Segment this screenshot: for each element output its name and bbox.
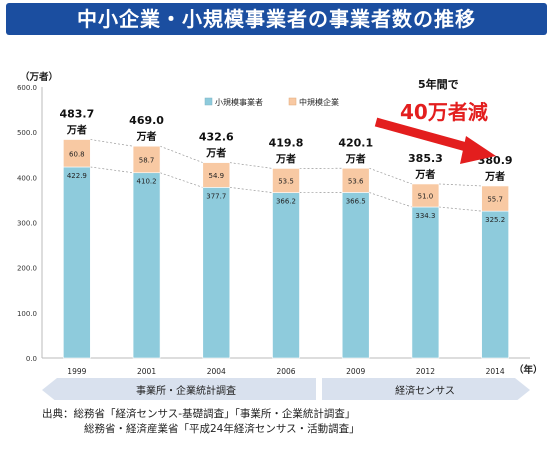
y-axis-unit-label: （万者）	[20, 71, 58, 83]
x-tick-label: 2009	[346, 367, 365, 376]
data-label-small: 334.3	[415, 212, 435, 220]
y-tick-label: 200.0	[17, 265, 37, 273]
y-tick-label: 400.0	[17, 174, 37, 182]
y-tick-label: 600.0	[17, 84, 37, 92]
data-label-small: 366.5	[346, 197, 366, 205]
period-band-2	[322, 378, 530, 400]
bar-medium-2012	[411, 183, 440, 208]
data-label-medium: 55.7	[487, 196, 503, 204]
x-tick-label: 2012	[416, 367, 435, 376]
source-line-1: 出典：総務省「経済センサス-基礎調査」「事業所・企業統計調査」	[42, 408, 356, 420]
data-label-medium: 54.9	[208, 172, 224, 180]
total-unit-label: 万者	[275, 152, 296, 165]
stacked-bar-chart: 0.0 100.0 200.0 300.0 400.0 500.0 600.0（万者） （年）…	[17, 71, 543, 400]
total-unit-label: 万者	[484, 170, 505, 183]
total-label: 432.6	[199, 131, 234, 144]
bar-small-2014	[481, 210, 509, 359]
data-label-small: 325.2	[485, 216, 505, 224]
page-title: 中小企業・小規模事業者の事業者数の推移	[6, 3, 547, 35]
connector-line-top	[229, 162, 273, 169]
bar-medium-2004	[202, 162, 231, 188]
bar-small-1999	[63, 166, 91, 359]
bar-small-2004	[202, 187, 231, 359]
data-label-medium: 53.5	[278, 178, 294, 186]
legend-swatch-medium	[288, 97, 297, 106]
x-tick-label: 2014	[486, 367, 505, 376]
data-label-medium: 60.8	[69, 150, 85, 158]
data-label-small: 410.2	[137, 178, 157, 186]
bar-medium-1999	[63, 139, 91, 168]
bar-small-2006	[272, 192, 300, 359]
source-note: 出典：総務省「経済センサス-基礎調査」「事業所・企業統計調査」 総務省・経済産業…	[42, 407, 360, 437]
total-label: 385.3	[408, 152, 443, 165]
legend-swatch-small	[204, 97, 213, 106]
total-label: 469.0	[129, 114, 164, 127]
data-label-medium: 53.6	[348, 177, 364, 185]
connector-line-top	[369, 167, 413, 185]
x-tick-label: 2006	[276, 367, 295, 376]
period-band-1	[42, 378, 316, 400]
connector-line-mid	[438, 206, 482, 212]
decrease-arrow-icon	[460, 136, 496, 164]
annotation-line-1: 5年間で	[418, 77, 459, 91]
y-tick-label: 500.0	[17, 129, 37, 137]
data-label-small: 422.9	[67, 172, 87, 180]
period-label-1: 事業所・企業統計調査	[136, 384, 236, 397]
legend-label-medium: 中規模企業	[299, 97, 339, 107]
data-label-medium: 58.7	[139, 156, 155, 164]
bar-medium-2014	[481, 185, 509, 212]
data-label-medium: 51.0	[418, 192, 434, 200]
connector-line-mid	[159, 172, 203, 188]
connector-line-mid	[229, 187, 273, 193]
total-label: 483.7	[59, 108, 94, 121]
x-axis-unit-label: （年）	[514, 364, 543, 376]
decrease-arrow-shaft	[374, 117, 472, 153]
y-tick-label: 0.0	[26, 355, 37, 363]
x-tick-label: 1999	[67, 367, 86, 376]
y-tick-label: 300.0	[17, 220, 37, 228]
connector-line-top	[438, 183, 482, 187]
x-tick-label: 2004	[207, 367, 226, 376]
total-label: 420.1	[338, 136, 373, 149]
bar-medium-2001	[132, 145, 161, 174]
legend-label-small: 小規模事業者	[215, 97, 263, 107]
connector-line-mid	[369, 192, 413, 208]
total-label: 419.8	[269, 136, 304, 149]
bar-small-2001	[132, 172, 161, 359]
data-label-small: 377.7	[206, 192, 226, 200]
connector-line-top	[159, 145, 203, 163]
annotation-line-2: 40万者減	[400, 100, 488, 124]
period-label-2: 経済センサス	[395, 384, 455, 397]
total-unit-label: 万者	[414, 168, 435, 181]
bar-medium-2006	[272, 168, 300, 193]
total-unit-label: 万者	[205, 147, 226, 160]
bar-medium-2009	[341, 167, 370, 193]
total-unit-label: 万者	[136, 130, 157, 143]
x-tick-label: 2001	[137, 367, 156, 376]
data-label-small: 366.2	[276, 198, 296, 206]
y-tick-label: 100.0	[17, 310, 37, 318]
bar-small-2009	[341, 192, 370, 359]
connector-line-top	[90, 139, 134, 147]
bar-small-2012	[411, 206, 440, 359]
connector-line-mid	[90, 166, 134, 174]
total-unit-label: 万者	[345, 152, 366, 165]
source-line-2: 総務省・経済産業省「平成24年経済センサス・活動調査」	[84, 423, 360, 435]
total-unit-label: 万者	[66, 124, 87, 137]
